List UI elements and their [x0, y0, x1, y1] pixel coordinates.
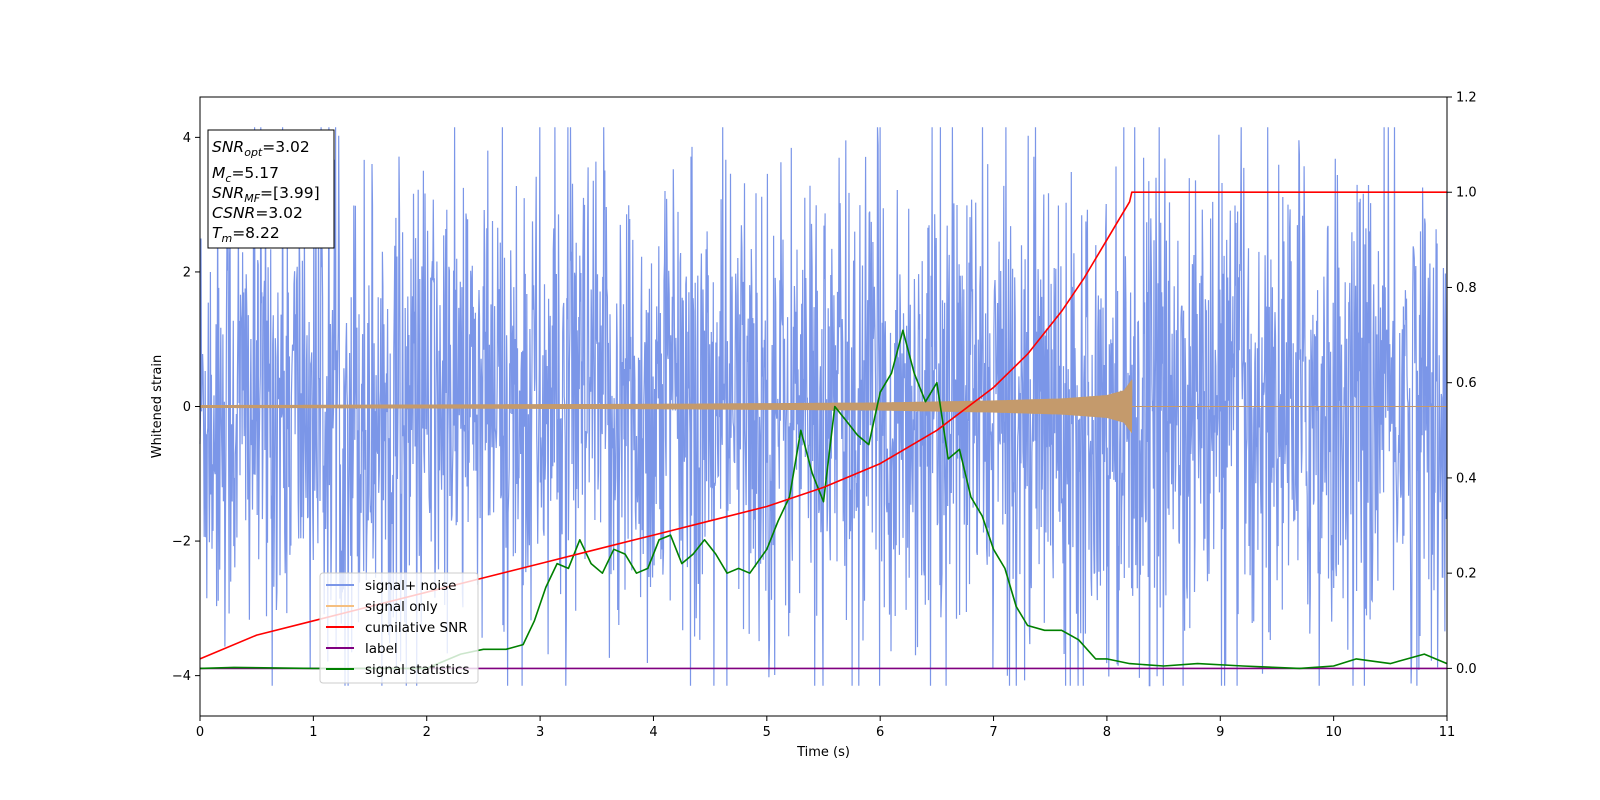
legend-signal-noise-label: signal+ noise — [365, 578, 456, 594]
info-snr-opt: SNRopt=3.02 — [212, 138, 310, 159]
y-right-tick-label: 1.2 — [1456, 91, 1477, 106]
y-left-tick-label: 0 — [183, 400, 191, 415]
y-left-tick-label: −2 — [172, 535, 191, 550]
x-tick-label: 9 — [1216, 725, 1224, 740]
legend-frame — [319, 572, 479, 684]
info-box-frame — [207, 129, 335, 249]
legend-entries: signal+ noise signal only cumilative SNR la… — [326, 578, 469, 678]
legend: signal+ noise signal only cumilative SNR la… — [319, 572, 479, 684]
x-tick-label: 7 — [989, 725, 997, 740]
info-box: SNRopt=3.02 Mc=5.17 SNRMF=[3.99] CSNR=3.… — [207, 129, 335, 249]
y-right-tick-label: 1.0 — [1456, 186, 1477, 201]
x-tick-label: 4 — [649, 725, 657, 740]
y-right-tick-label: 0.0 — [1456, 662, 1477, 677]
y-left-tick-label: 4 — [183, 131, 191, 146]
x-tick-label: 11 — [1439, 725, 1456, 740]
x-tick-label: 0 — [196, 725, 204, 740]
legend-cumulative-snr-label: cumilative SNR — [365, 620, 468, 636]
legend-signal-statistics-label: signal statistics — [365, 662, 469, 678]
y-axis-right: 0.0 0.2 0.4 0.6 0.8 1.0 1.2 — [1447, 91, 1477, 677]
legend-label-label: label — [365, 641, 398, 657]
x-tick-label: 3 — [536, 725, 544, 740]
x-tick-label: 8 — [1103, 725, 1111, 740]
y-right-tick-label: 0.4 — [1456, 471, 1477, 486]
x-axis-title: Time (s) — [796, 745, 850, 760]
y-right-tick-label: 0.6 — [1456, 376, 1477, 391]
x-tick-label: 2 — [423, 725, 431, 740]
series-signal-statistics — [199, 329, 1448, 670]
y-left-tick-label: 2 — [183, 265, 191, 280]
info-snr-mf: SNRMF=[3.99] — [212, 184, 320, 205]
x-tick-label: 10 — [1325, 725, 1342, 740]
info-csnr: CSNR=3.02 — [212, 204, 303, 222]
legend-signal-only-label: signal only — [365, 599, 438, 615]
x-tick-label: 5 — [763, 725, 771, 740]
y-axis-title: Whitened strain — [150, 355, 165, 458]
info-tm: Tm=8.22 — [212, 224, 280, 245]
y-right-tick-label: 0.8 — [1456, 281, 1477, 296]
x-axis: 0 1 2 3 4 5 6 7 8 9 10 11 — [196, 716, 1455, 740]
series-signal-noise — [199, 127, 1448, 687]
x-tick-label: 1 — [309, 725, 317, 740]
series-signal-only — [199, 379, 1447, 433]
y-axis-left: −4 −2 0 2 4 — [172, 131, 200, 684]
x-tick-label: 6 — [876, 725, 884, 740]
info-mc: Mc=5.17 — [212, 164, 279, 185]
y-right-tick-label: 0.2 — [1456, 567, 1477, 582]
y-left-tick-label: −4 — [172, 669, 191, 684]
